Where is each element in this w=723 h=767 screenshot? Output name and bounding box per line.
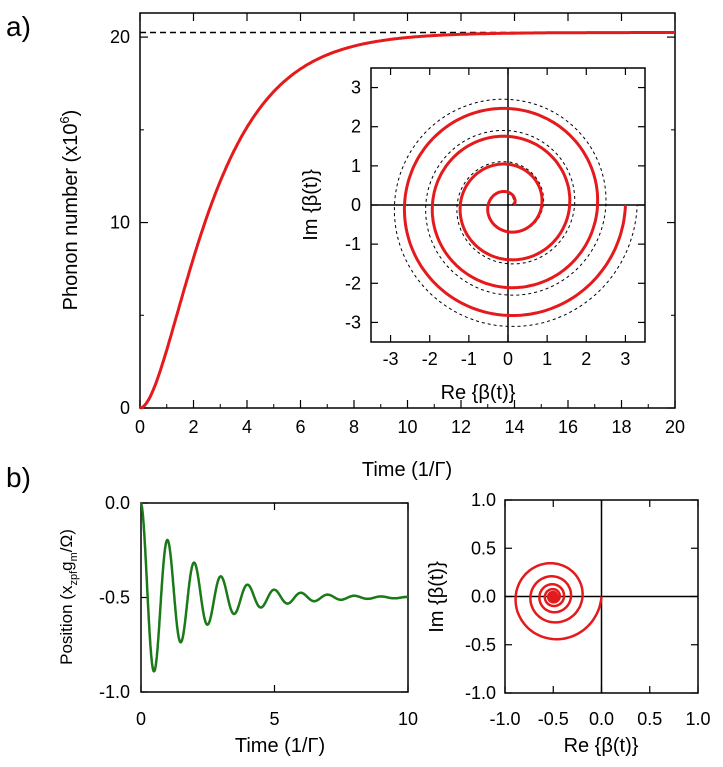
a-inset-dashed-spiral — [393, 98, 638, 327]
a-ylabel-text: Phonon number (x106) — [57, 110, 82, 311]
a-xtick-label: 20 — [665, 417, 685, 437]
a-ytick-label: 20 — [110, 27, 130, 47]
a-ytick-label: 10 — [110, 213, 130, 233]
a-xtick-label: 16 — [558, 417, 578, 437]
b-right-ytick-label: 0.5 — [471, 538, 496, 558]
chart-a-inset: -3 -2 -1 0 1 2 3 3 2 1 0 -1 -2 -3 Im {β(t)} Re {β(t)} — [300, 67, 646, 404]
a-xtick-label: 14 — [504, 417, 524, 437]
b-left-xlabel: Time (1/Γ) — [235, 735, 325, 757]
b-left-xtick-label: 5 — [269, 709, 279, 729]
a-xlabel: Time (1/Γ) — [362, 459, 452, 481]
panel-a-label: a) — [6, 11, 31, 42]
a-ylabel: Phonon number (x106) — [57, 110, 82, 311]
panel-b-label: b) — [6, 462, 31, 493]
a-inset-xtick-label: 2 — [581, 349, 591, 369]
b-left-ylabel: Position (xzpfgm/Ω) — [57, 529, 80, 665]
a-inset-xtick-label: 1 — [542, 349, 552, 369]
a-xtick-label: 12 — [451, 417, 471, 437]
b-left-xtick-label: 10 — [398, 709, 418, 729]
a-ytick-label: 0 — [120, 398, 130, 418]
a-inset-xtick-label: 0 — [503, 349, 513, 369]
a-inset-ytick-label: 2 — [351, 117, 361, 137]
a-inset-xtick-label: -3 — [383, 349, 399, 369]
chart-b-left: 0 5 10 0.0 -0.5 -1.0 Time (1/Γ) Position (xzp… — [57, 493, 418, 757]
b-left-frame — [140, 502, 409, 693]
a-xtick-label: 2 — [188, 417, 198, 437]
a-xtick-label: 10 — [397, 417, 417, 437]
b-right-spiral — [514, 561, 603, 641]
a-xtick-label: 8 — [349, 417, 359, 437]
a-inset-ytick-label: -3 — [345, 312, 361, 332]
a-inset-ytick-label: 1 — [351, 156, 361, 176]
a-inset-xlabel: Re {β(t)} — [441, 382, 516, 404]
b-right-xtick-label: 1.0 — [685, 709, 710, 729]
chart-b-right: -1.0 -0.5 0.0 0.5 1.0 1.0 0.5 0.0 -0.5 -1.0 Im {β… — [426, 490, 711, 757]
a-inset-xtick-label: 3 — [620, 349, 630, 369]
b-right-ytick-label: -1.0 — [465, 683, 496, 703]
b-right-xtick-label: -1.0 — [489, 709, 520, 729]
b-left-ytick-label: 0.0 — [105, 493, 130, 513]
b-left-ytick-label: -0.5 — [99, 588, 130, 608]
a-xtick-label: 0 — [135, 417, 145, 437]
b-position-curve — [139, 502, 408, 673]
b-right-xlabel: Re {β(t)} — [564, 735, 639, 757]
b-right-ytick-label: -0.5 — [465, 635, 496, 655]
b-right-xtick-label: 0.0 — [589, 709, 614, 729]
a-inset-ytick-label: 3 — [351, 78, 361, 98]
a-xtick-label: 4 — [242, 417, 252, 437]
a-phonon-curve — [139, 31, 675, 410]
b-left-xtick-label: 0 — [136, 709, 146, 729]
b-right-xtick-label: 0.5 — [637, 709, 662, 729]
a-inset-ylabel: Im {β(t)} — [300, 169, 322, 241]
a-xtick-label: 18 — [611, 417, 631, 437]
a-inset-xtick-label: -2 — [422, 349, 438, 369]
b-left-ytick-label: -1.0 — [99, 682, 130, 702]
a-inset-ytick-label: -1 — [345, 234, 361, 254]
b-right-ylabel: Im {β(t)} — [426, 561, 448, 633]
a-inset-xtick-label: -1 — [461, 349, 477, 369]
a-inset-solid-spiral — [402, 106, 627, 317]
b-right-ytick-label: 0.0 — [471, 587, 496, 607]
b-right-xtick-label: -0.5 — [538, 709, 569, 729]
b-right-ytick-label: 1.0 — [471, 490, 496, 510]
a-xtick-label: 6 — [295, 417, 305, 437]
a-inset-ytick-label: -2 — [345, 273, 361, 293]
a-inset-ytick-label: 0 — [351, 195, 361, 215]
